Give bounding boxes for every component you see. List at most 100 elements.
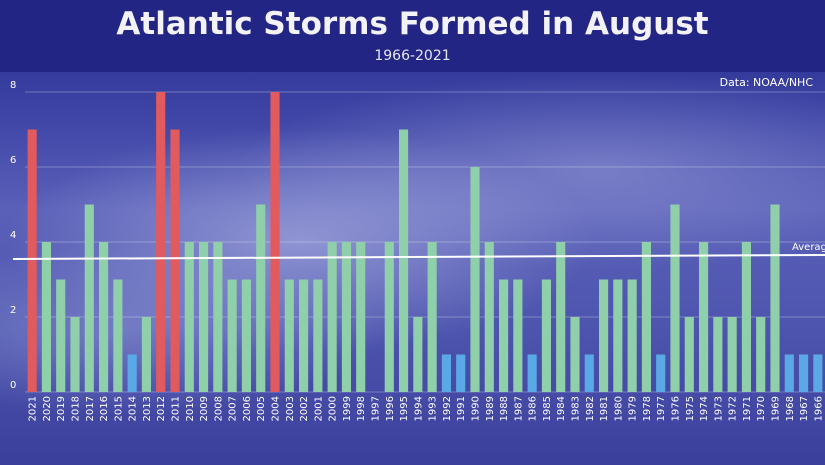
title-band bbox=[0, 0, 825, 72]
x-tick-label: 2011 bbox=[171, 396, 182, 421]
bar bbox=[656, 354, 666, 392]
y-axis-ticks: 0 2 4 6 8 bbox=[10, 80, 16, 391]
x-axis-ticks: 2021 2020 2019 2018 2017 2016 2015 2014 2013 2012… bbox=[28, 396, 825, 421]
x-tick-label: 1974 bbox=[699, 396, 710, 421]
x-tick-label: 2010 bbox=[185, 396, 196, 421]
bar bbox=[541, 279, 551, 392]
bar bbox=[399, 129, 409, 392]
x-tick-label: 1998 bbox=[356, 396, 367, 421]
bar bbox=[384, 242, 394, 392]
bar bbox=[356, 242, 366, 392]
x-tick-label: 1970 bbox=[756, 396, 767, 421]
x-tick-label: 1993 bbox=[428, 396, 439, 421]
x-tick-label: 2001 bbox=[313, 396, 324, 421]
average-line bbox=[12, 254, 825, 260]
bar bbox=[213, 242, 223, 392]
x-tick-label: 2013 bbox=[142, 396, 153, 421]
bar bbox=[441, 354, 451, 392]
x-tick-label: 1984 bbox=[556, 396, 567, 421]
x-tick-label: 1982 bbox=[585, 396, 596, 421]
bar bbox=[741, 242, 751, 392]
x-tick-label: 1968 bbox=[785, 396, 796, 421]
bar bbox=[527, 354, 537, 392]
x-tick-label: 2021 bbox=[28, 396, 39, 421]
bar bbox=[584, 354, 594, 392]
bar bbox=[470, 167, 480, 392]
x-tick-label: 1992 bbox=[442, 396, 453, 421]
bar bbox=[199, 242, 209, 392]
x-tick-label: 1983 bbox=[571, 396, 582, 421]
x-tick-label: 1980 bbox=[613, 396, 624, 421]
x-tick-label: 2017 bbox=[85, 396, 96, 421]
bar bbox=[684, 317, 694, 392]
x-tick-label: 1995 bbox=[399, 396, 410, 421]
bar bbox=[413, 317, 423, 392]
bars bbox=[27, 92, 823, 392]
x-tick-label: 2012 bbox=[156, 396, 167, 421]
bar bbox=[170, 129, 180, 392]
bar bbox=[241, 279, 251, 392]
x-tick-label: 2003 bbox=[285, 396, 296, 421]
bar bbox=[313, 279, 323, 392]
x-tick-label: 1989 bbox=[485, 396, 496, 421]
x-tick-label: 1981 bbox=[599, 396, 610, 421]
bar bbox=[641, 242, 651, 392]
bar bbox=[127, 354, 137, 392]
bar bbox=[99, 242, 109, 392]
y-tick-label: 0 bbox=[10, 380, 16, 391]
x-tick-label: 1991 bbox=[456, 396, 467, 421]
bar bbox=[499, 279, 509, 392]
bar bbox=[56, 279, 66, 392]
x-tick-label: 2014 bbox=[128, 396, 139, 421]
average-label: Average bbox=[792, 242, 825, 253]
bar bbox=[484, 242, 494, 392]
x-tick-label: 1966 bbox=[813, 396, 824, 421]
x-tick-label: 1997 bbox=[371, 396, 382, 421]
x-tick-label: 1973 bbox=[713, 396, 724, 421]
bar bbox=[84, 204, 94, 392]
bar bbox=[256, 204, 266, 392]
y-tick-label: 4 bbox=[10, 230, 16, 241]
x-tick-label: 1977 bbox=[656, 396, 667, 421]
x-tick-label: 2008 bbox=[213, 396, 224, 421]
x-tick-label: 2007 bbox=[228, 396, 239, 421]
bar bbox=[727, 317, 737, 392]
bar bbox=[813, 354, 823, 392]
x-tick-label: 1976 bbox=[671, 396, 682, 421]
bar bbox=[156, 92, 166, 392]
bar bbox=[627, 279, 637, 392]
x-tick-label: 2004 bbox=[271, 396, 282, 421]
bar bbox=[113, 279, 123, 392]
x-tick-label: 1978 bbox=[642, 396, 653, 421]
x-tick-label: 2000 bbox=[328, 396, 339, 421]
x-tick-label: 2005 bbox=[256, 396, 267, 421]
x-tick-label: 1994 bbox=[413, 396, 424, 421]
y-tick-label: 8 bbox=[10, 80, 16, 91]
x-tick-label: 1975 bbox=[685, 396, 696, 421]
x-tick-label: 2020 bbox=[42, 396, 53, 421]
x-tick-label: 2002 bbox=[299, 396, 310, 421]
x-tick-label: 1999 bbox=[342, 396, 353, 421]
bar bbox=[456, 354, 466, 392]
x-tick-label: 1986 bbox=[528, 396, 539, 421]
x-tick-label: 1990 bbox=[471, 396, 482, 421]
bar bbox=[41, 242, 51, 392]
x-tick-label: 1987 bbox=[513, 396, 524, 421]
bar bbox=[284, 279, 294, 392]
x-tick-label: 2009 bbox=[199, 396, 210, 421]
x-tick-label: 2016 bbox=[99, 396, 110, 421]
bar bbox=[784, 354, 794, 392]
y-tick-label: 2 bbox=[10, 305, 16, 316]
chart-title: Atlantic Storms Formed in August bbox=[116, 6, 709, 42]
bar bbox=[670, 204, 680, 392]
bar bbox=[299, 279, 309, 392]
bar bbox=[427, 242, 437, 392]
x-tick-label: 1985 bbox=[542, 396, 553, 421]
bar bbox=[141, 317, 151, 392]
x-tick-label: 2015 bbox=[113, 396, 124, 421]
x-tick-label: 1971 bbox=[742, 396, 753, 421]
x-tick-label: 2019 bbox=[56, 396, 67, 421]
x-tick-label: 1969 bbox=[771, 396, 782, 421]
bar bbox=[599, 279, 609, 392]
